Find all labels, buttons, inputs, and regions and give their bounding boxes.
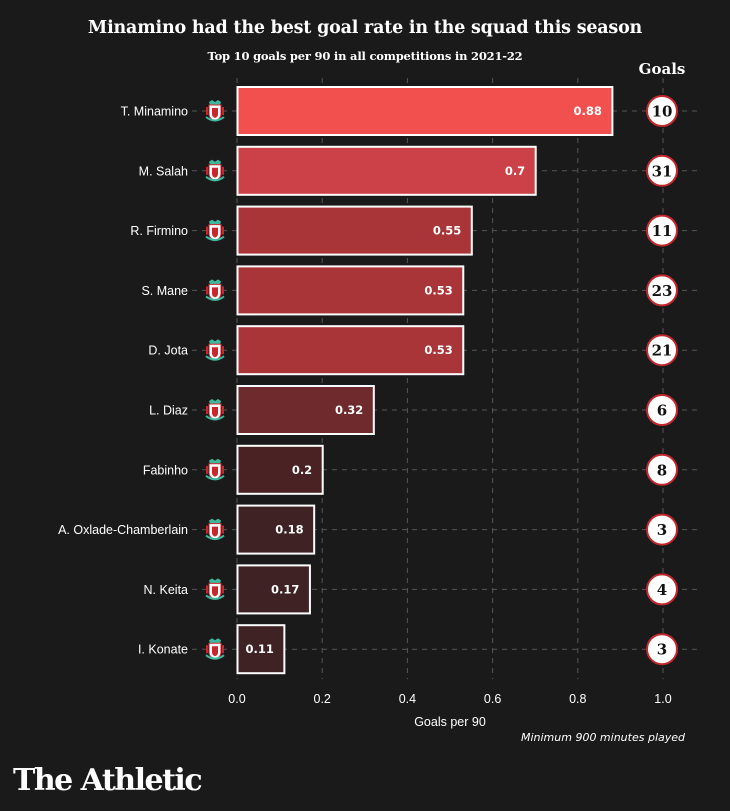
bar-value-label: 0.17 (271, 582, 299, 596)
liverpool-crest-icon (205, 159, 225, 182)
goals-count: 4 (657, 581, 667, 599)
bar-value-label: 0.18 (275, 523, 303, 537)
liverpool-crest-icon (205, 219, 225, 242)
liverpool-crest-icon (205, 100, 225, 122)
goals-count: 23 (652, 282, 673, 300)
bar-value-label: 0.2 (292, 463, 312, 477)
player-name: M. Salah (139, 164, 188, 178)
goals-badge (646, 453, 678, 486)
bar (236, 265, 465, 316)
bar-value-label: 0.88 (574, 104, 602, 118)
bar (236, 504, 316, 555)
x-tick-label: 1.0 (654, 692, 671, 706)
goals-count: 6 (657, 402, 667, 420)
player-name: L. Diaz (149, 404, 188, 418)
player-name: N. Keita (144, 583, 189, 597)
bar (236, 624, 286, 675)
bar-value-label: 0.53 (424, 343, 452, 357)
liverpool-crest-icon (205, 638, 225, 660)
bar (236, 145, 537, 196)
x-tick-label: 0.8 (569, 692, 586, 706)
bar-value-label: 0.55 (433, 224, 461, 238)
bar-value-label: 0.53 (424, 283, 452, 297)
goals-count: 11 (652, 222, 673, 240)
bar-value-label: 0.11 (245, 642, 273, 656)
bar (236, 205, 473, 256)
player-name: T. Minamino (121, 105, 188, 119)
bar (236, 86, 614, 136)
goals-badge (646, 394, 678, 426)
goals-count: 10 (652, 103, 673, 121)
goals-badge (646, 513, 678, 546)
x-tick-label: 0.2 (314, 692, 331, 706)
x-tick-label: 0.4 (399, 692, 416, 706)
goals-badge (646, 633, 678, 666)
goals-count: 3 (657, 521, 667, 539)
bar (236, 325, 465, 376)
bar (236, 385, 375, 435)
bar (236, 564, 311, 615)
player-name: A. Oxlade-Chamberlain (58, 523, 188, 537)
goals-badge (646, 154, 678, 187)
goals-badge (646, 573, 678, 606)
goals-count: 3 (657, 641, 667, 659)
x-tick-label: 0.0 (228, 692, 245, 706)
bar-value-label: 0.7 (505, 164, 525, 178)
x-axis-label: Goals per 90 (414, 715, 486, 729)
goals-badge (646, 274, 678, 307)
liverpool-crest-icon (205, 578, 225, 600)
goals-count: 21 (652, 342, 673, 360)
x-tick-label: 0.6 (484, 692, 501, 706)
footnote: Minimum 900 minutes played (520, 731, 685, 744)
liverpool-crest-icon (205, 279, 225, 301)
liverpool-crest-icon (205, 458, 225, 481)
bar (236, 444, 324, 495)
chart-title: Minamino had the best goal rate in the s… (87, 18, 643, 38)
goals-count: 31 (652, 162, 673, 180)
player-name: Fabinho (143, 463, 188, 477)
goals-badge (646, 214, 678, 247)
player-name: S. Mane (141, 284, 188, 298)
bar-value-label: 0.32 (335, 403, 363, 417)
liverpool-crest-icon (205, 339, 225, 361)
liverpool-crest-icon (205, 518, 225, 541)
goals-column-header: Goals (638, 60, 686, 78)
player-name: I. Konate (138, 643, 188, 657)
chart-subtitle: Top 10 goals per 90 in all competitions … (207, 49, 523, 63)
player-name: R. Firmino (130, 224, 188, 238)
liverpool-crest-icon (205, 399, 225, 421)
player-name: D. Jota (148, 344, 188, 358)
goals-badge (646, 334, 678, 367)
goals-badge (646, 95, 678, 127)
brand-logo: The Athletic (13, 763, 203, 798)
goals-count: 8 (657, 461, 667, 479)
